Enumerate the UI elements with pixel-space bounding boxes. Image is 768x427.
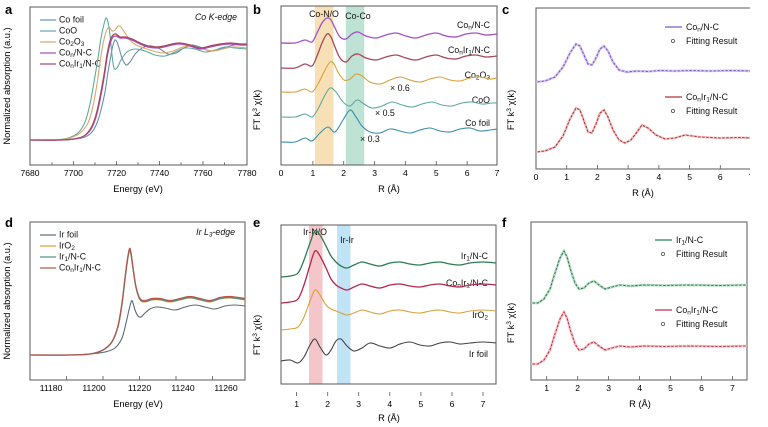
svg-text:CoO: CoO: [59, 26, 77, 36]
svg-text:3: 3: [626, 172, 631, 182]
svg-text:× 0.3: × 0.3: [360, 134, 380, 144]
svg-text:7740: 7740: [150, 168, 169, 178]
svg-text:FT k3 χ(k): FT k3 χ(k): [506, 90, 517, 130]
svg-text:Ir1/N-C: Ir1/N-C: [676, 235, 704, 247]
svg-text:Normalized absorption (a.u.): Normalized absorption (a.u.): [2, 27, 12, 144]
svg-text:FT k3 χ(k): FT k3 χ(k): [252, 90, 263, 130]
svg-text:Con/N-C: Con/N-C: [686, 22, 720, 34]
svg-text:R (Å): R (Å): [629, 399, 651, 409]
svg-text:R (Å): R (Å): [632, 188, 654, 198]
svg-text:Ir L3-edge: Ir L3-edge: [196, 227, 235, 239]
svg-text:ConIr1/N-C: ConIr1/N-C: [676, 305, 719, 317]
svg-text:R (Å): R (Å): [378, 184, 400, 194]
svg-text:7760: 7760: [193, 168, 212, 178]
svg-text:Fitting Result: Fitting Result: [676, 249, 728, 259]
svg-text:4: 4: [403, 168, 408, 178]
svg-text:Fitting Result: Fitting Result: [686, 36, 738, 46]
svg-text:2: 2: [595, 172, 600, 182]
svg-text:11260: 11260: [214, 383, 237, 393]
svg-text:Ir foil: Ir foil: [59, 230, 78, 240]
svg-text:Con/N-C: Con/N-C: [59, 48, 93, 60]
svg-text:Co foil: Co foil: [59, 15, 84, 25]
svg-text:Energy (eV): Energy (eV): [113, 399, 163, 409]
svg-text:ConIr1/N-C: ConIr1/N-C: [59, 263, 102, 275]
svg-text:Normalized absorption (a.u.): Normalized absorption (a.u.): [2, 242, 12, 359]
svg-text:Ir foil: Ir foil: [469, 349, 488, 359]
svg-text:× 0.5: × 0.5: [375, 108, 395, 118]
svg-text:4: 4: [657, 172, 662, 182]
svg-text:Co2O3: Co2O3: [465, 70, 491, 82]
svg-text:7: 7: [730, 383, 735, 393]
svg-text:1: 1: [564, 172, 569, 182]
svg-text:3: 3: [372, 168, 377, 178]
svg-text:Co-N/O: Co-N/O: [309, 9, 339, 19]
svg-text:4: 4: [387, 399, 392, 409]
svg-text:5: 5: [419, 399, 424, 409]
svg-text:0: 0: [279, 168, 284, 178]
svg-text:1: 1: [544, 383, 549, 393]
svg-text:Co K-edge: Co K-edge: [195, 12, 237, 22]
svg-text:5: 5: [687, 172, 692, 182]
svg-text:7700: 7700: [64, 168, 83, 178]
svg-text:7680: 7680: [20, 168, 39, 178]
svg-text:Ir-Ir: Ir-Ir: [340, 235, 354, 245]
svg-text:2: 2: [325, 399, 330, 409]
svg-text:IrO2: IrO2: [472, 310, 488, 322]
svg-text:Co foil: Co foil: [465, 118, 490, 128]
svg-text:2: 2: [575, 383, 580, 393]
svg-text:R (Å): R (Å): [378, 413, 400, 423]
svg-text:Ir-N/O: Ir-N/O: [303, 227, 327, 237]
svg-text:6: 6: [450, 399, 455, 409]
svg-text:4: 4: [637, 383, 642, 393]
svg-text:1: 1: [294, 399, 299, 409]
svg-text:Ir1/N-C: Ir1/N-C: [461, 251, 489, 263]
svg-text:Fitting Result: Fitting Result: [686, 106, 738, 116]
svg-text:3: 3: [606, 383, 611, 393]
svg-text:Energy (eV): Energy (eV): [113, 184, 163, 194]
svg-text:6: 6: [465, 168, 470, 178]
svg-text:11200: 11200: [82, 383, 105, 393]
svg-text:× 0.6: × 0.6: [390, 83, 410, 93]
svg-text:5: 5: [434, 168, 439, 178]
svg-text:Con/N-C: Con/N-C: [457, 20, 491, 32]
svg-text:7720: 7720: [107, 168, 126, 178]
svg-text:11240: 11240: [171, 383, 194, 393]
svg-text:ConIr1/N-C: ConIr1/N-C: [686, 92, 729, 104]
svg-text:11220: 11220: [128, 383, 151, 393]
svg-text:IrO2: IrO2: [59, 241, 75, 253]
svg-text:7: 7: [495, 168, 500, 178]
svg-text:Fitting Result: Fitting Result: [676, 319, 728, 329]
svg-text:Co2O3: Co2O3: [59, 37, 85, 49]
svg-text:FT k3 χ(k): FT k3 χ(k): [252, 315, 263, 355]
svg-text:2: 2: [341, 168, 346, 178]
svg-text:ConIr1/N-C: ConIr1/N-C: [59, 59, 102, 71]
svg-text:6: 6: [699, 383, 704, 393]
svg-text:0: 0: [534, 172, 539, 182]
svg-text:7: 7: [749, 172, 750, 182]
svg-text:7: 7: [481, 399, 486, 409]
svg-text:3: 3: [356, 399, 361, 409]
svg-text:6: 6: [718, 172, 723, 182]
svg-text:Co-Co: Co-Co: [345, 11, 371, 21]
svg-text:FT k3 χ(k): FT k3 χ(k): [506, 303, 517, 343]
svg-text:11180: 11180: [40, 383, 63, 393]
svg-text:5: 5: [668, 383, 673, 393]
svg-text:1: 1: [311, 168, 316, 178]
svg-text:Ir1/N-C: Ir1/N-C: [59, 252, 87, 264]
